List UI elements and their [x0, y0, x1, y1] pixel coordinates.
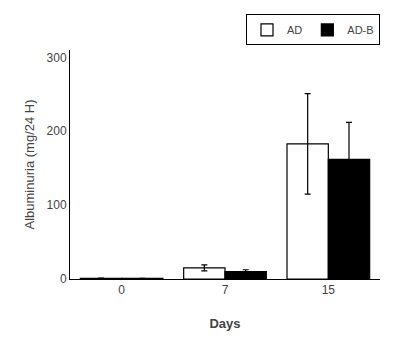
svg-text:300: 300	[47, 51, 67, 65]
svg-text:7: 7	[222, 283, 229, 297]
svg-text:Albuminuria (mg/24 H): Albuminuria (mg/24 H)	[22, 99, 37, 229]
svg-text:100: 100	[47, 198, 67, 212]
svg-text:AD: AD	[287, 24, 302, 36]
svg-text:15: 15	[322, 283, 336, 297]
svg-text:0: 0	[60, 272, 67, 286]
svg-text:200: 200	[47, 124, 67, 138]
svg-text:0: 0	[118, 283, 125, 297]
svg-text:AD-B: AD-B	[347, 24, 373, 36]
svg-text:Days: Days	[209, 316, 240, 331]
